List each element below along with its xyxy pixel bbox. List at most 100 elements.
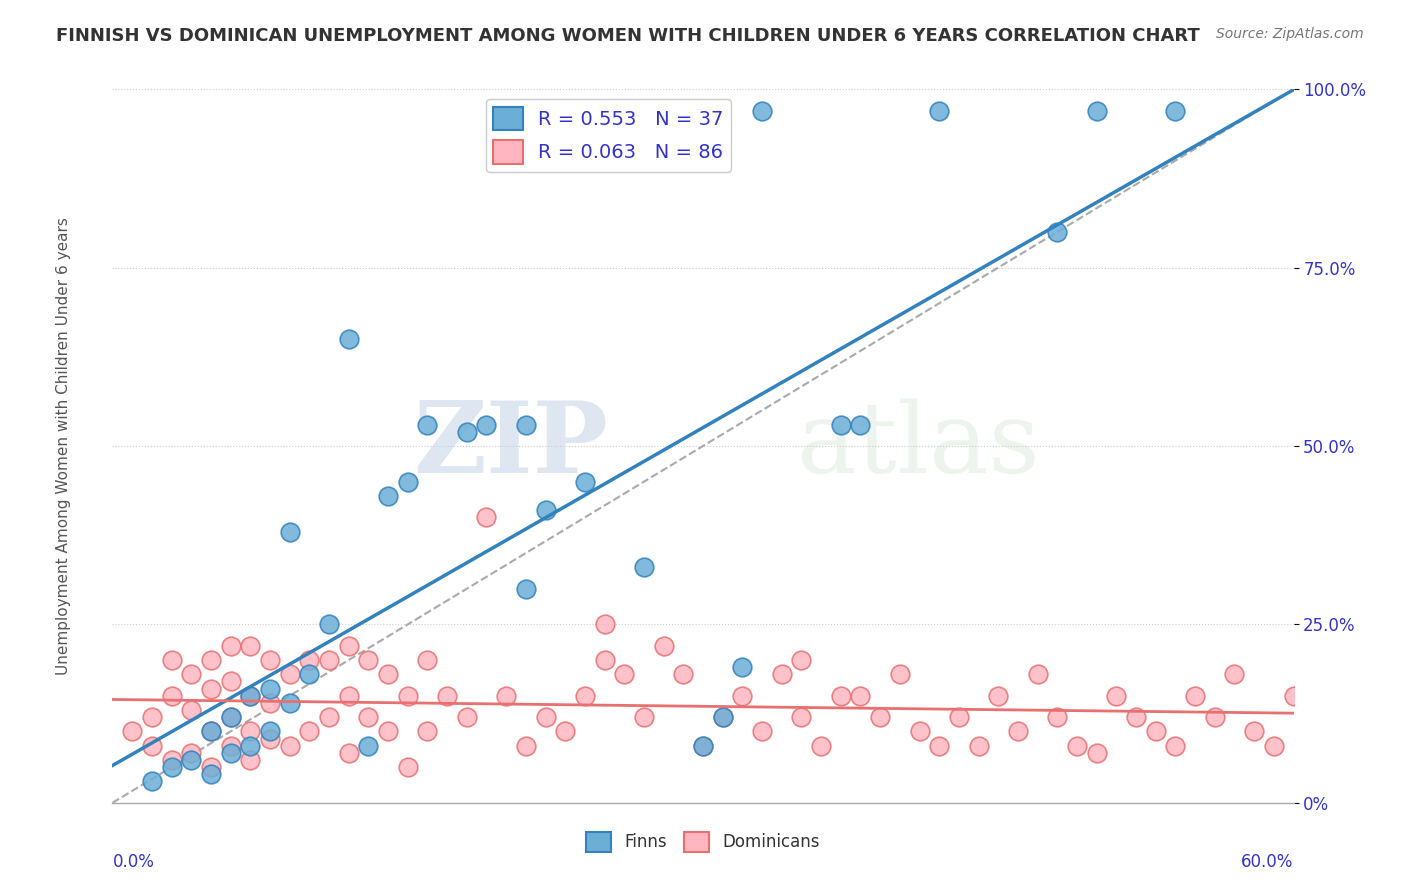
Point (298, 724, 321, 739)
Point (219, 674, 242, 689)
Point (278, 667, 301, 681)
Legend: Finns, Dominicans: Finns, Dominicans (579, 825, 827, 859)
Point (948, 710, 970, 724)
Point (160, 653, 183, 667)
Point (1125, 710, 1147, 724)
Point (416, 653, 439, 667)
Point (160, 753, 183, 767)
Point (1085, 103, 1108, 118)
Point (751, 724, 773, 739)
Point (613, 667, 636, 681)
Point (298, 653, 321, 667)
Point (849, 417, 872, 432)
Point (278, 524, 301, 539)
Point (515, 739, 537, 753)
Point (1223, 667, 1246, 681)
Point (928, 103, 950, 118)
Point (160, 689, 183, 703)
Point (239, 753, 262, 767)
Point (239, 689, 262, 703)
Point (1105, 689, 1128, 703)
Point (1007, 724, 1029, 739)
Point (298, 667, 321, 681)
Point (1282, 689, 1305, 703)
Point (790, 653, 813, 667)
Point (121, 724, 143, 739)
Point (337, 689, 360, 703)
Point (1243, 724, 1265, 739)
Point (259, 724, 281, 739)
Point (534, 503, 557, 517)
Point (180, 667, 202, 681)
Point (180, 746, 202, 760)
Point (337, 746, 360, 760)
Point (574, 475, 596, 489)
Point (377, 489, 399, 503)
Point (593, 617, 616, 632)
Point (515, 582, 537, 596)
Text: Unemployment Among Women with Children Under 6 years: Unemployment Among Women with Children U… (56, 217, 70, 675)
Text: ZIP: ZIP (413, 398, 609, 494)
Point (515, 417, 537, 432)
Point (1026, 667, 1049, 681)
Point (889, 667, 911, 681)
Point (475, 417, 498, 432)
Point (396, 760, 419, 774)
Point (869, 710, 891, 724)
Point (200, 760, 222, 774)
Point (259, 653, 281, 667)
Text: Source: ZipAtlas.com: Source: ZipAtlas.com (1216, 27, 1364, 41)
Point (160, 760, 183, 774)
Point (200, 653, 222, 667)
Point (318, 617, 340, 632)
Point (337, 639, 360, 653)
Point (711, 710, 734, 724)
Point (141, 739, 163, 753)
Point (357, 653, 380, 667)
Point (1164, 103, 1187, 118)
Point (790, 710, 813, 724)
Text: FINNISH VS DOMINICAN UNEMPLOYMENT AMONG WOMEN WITH CHILDREN UNDER 6 YEARS CORREL: FINNISH VS DOMINICAN UNEMPLOYMENT AMONG … (56, 27, 1199, 45)
Point (259, 731, 281, 746)
Point (731, 689, 754, 703)
Point (1184, 689, 1206, 703)
Point (239, 639, 262, 653)
Point (337, 332, 360, 346)
Point (830, 417, 852, 432)
Point (1046, 710, 1069, 724)
Point (928, 739, 950, 753)
Point (357, 739, 380, 753)
Point (810, 739, 832, 753)
Point (652, 639, 675, 653)
Point (396, 689, 419, 703)
Point (711, 710, 734, 724)
Point (396, 475, 419, 489)
Point (672, 667, 695, 681)
Point (357, 710, 380, 724)
Point (219, 710, 242, 724)
Point (377, 667, 399, 681)
Point (1046, 225, 1069, 239)
Point (692, 739, 714, 753)
Point (554, 724, 576, 739)
Point (731, 660, 754, 674)
Point (239, 689, 262, 703)
Point (416, 724, 439, 739)
Text: atlas: atlas (797, 398, 1040, 494)
Point (633, 560, 655, 574)
Point (1085, 746, 1108, 760)
Point (377, 724, 399, 739)
Point (456, 710, 478, 724)
Point (239, 724, 262, 739)
Point (908, 724, 931, 739)
Point (1066, 739, 1088, 753)
Point (318, 653, 340, 667)
Point (200, 681, 222, 696)
Point (534, 710, 557, 724)
Point (456, 425, 478, 439)
Point (1144, 724, 1167, 739)
Point (278, 696, 301, 710)
Point (416, 417, 439, 432)
Point (475, 510, 498, 524)
Point (770, 667, 793, 681)
